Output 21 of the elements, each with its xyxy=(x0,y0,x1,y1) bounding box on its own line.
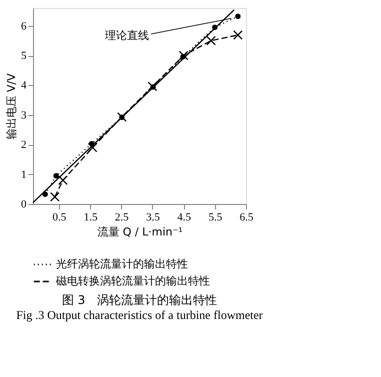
y-axis-title: 输出电压 V/V xyxy=(5,72,18,140)
text: 图 3 涡轮流量计的输出特性 xyxy=(62,293,218,307)
y-tick-label: 5 xyxy=(21,50,27,62)
text: Fig .3 Output characteristics of a turbine flowmeter xyxy=(16,308,263,322)
y-tick-label: 2 xyxy=(21,139,26,152)
legend-label: 光纤涡轮流量计的输出特性 xyxy=(56,258,188,270)
legend-label: 磁电转换涡轮流量计的输出特性 xyxy=(55,274,210,288)
x-tick-label: 3.5 xyxy=(146,212,160,224)
y-tick-label: 0 xyxy=(21,198,27,210)
x-tick-label: 5.5 xyxy=(208,212,223,224)
y-tick-label: 4 xyxy=(21,80,27,92)
x-tick-label: 0.5 xyxy=(52,212,67,224)
x-tick-label: 4.5 xyxy=(177,212,192,224)
y-tick-label: 1 xyxy=(21,168,26,181)
x-tick-label: 6.5 xyxy=(240,212,254,224)
x-tick-label: 1.5 xyxy=(84,212,98,224)
y-tick-label: 6 xyxy=(21,20,27,32)
y-tick-label: 3 xyxy=(21,109,27,122)
annotation: 理论直线 xyxy=(105,29,149,42)
x-axis-title: 流量 Q / L·min⁻¹ xyxy=(97,226,183,238)
x-tick-label: 2.5 xyxy=(114,212,130,224)
